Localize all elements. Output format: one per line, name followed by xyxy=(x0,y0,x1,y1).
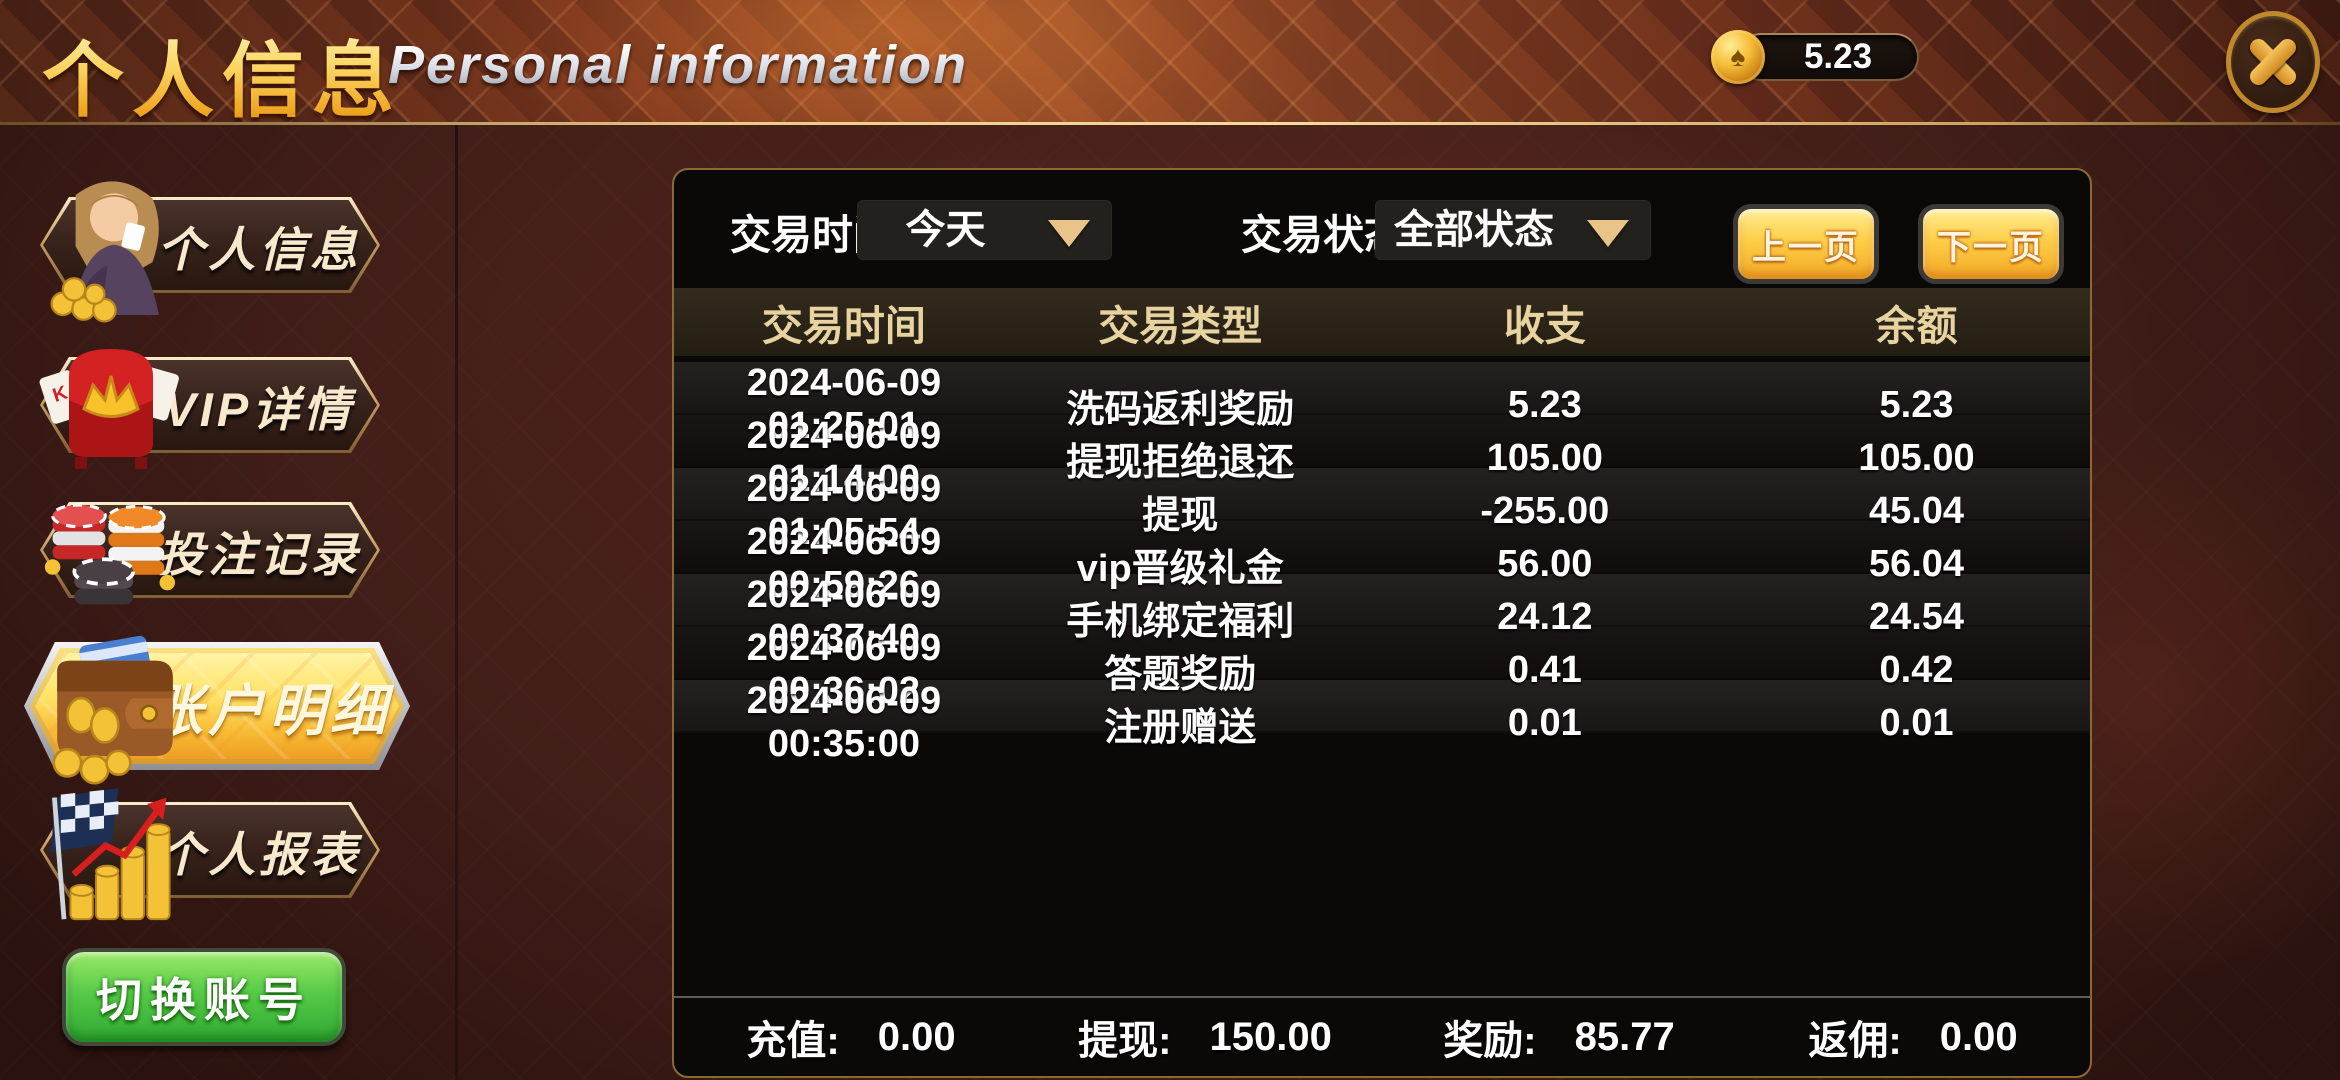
status-filter-value: 全部状态 xyxy=(1394,208,1554,252)
time-filter-dropdown[interactable]: 今天 xyxy=(857,200,1112,260)
summary-withdraw: 提现: 150.00 xyxy=(1078,1014,1332,1064)
transactions-panel: 交易时间 今天 交易状态 全部状态 上一页 下一页 交易时间 交易类型 收支 余… xyxy=(672,168,2092,1078)
close-button[interactable] xyxy=(2226,11,2320,113)
sidebar-item-bet-records[interactable]: 投注记录 xyxy=(40,502,380,605)
top-bar: 个人信息 Personal information 5.23 ♠ xyxy=(0,0,2340,127)
page-subtitle: Personal information xyxy=(388,35,969,95)
summary-recharge: 充值: 0.00 xyxy=(746,1014,956,1064)
sidebar-item-label: 账户明细 xyxy=(147,678,392,742)
sidebar-item-label: 个人信息 xyxy=(157,222,362,276)
status-filter-dropdown[interactable]: 全部状态 xyxy=(1375,200,1651,260)
next-page-label: 下一页 xyxy=(1937,228,2045,267)
balance-pill: 5.23 xyxy=(1737,33,1919,81)
sidebar-divider xyxy=(455,125,458,1080)
header-divider xyxy=(0,122,2340,127)
table-header: 交易时间 交易类型 收支 余额 xyxy=(674,288,2090,356)
next-page-button[interactable]: 下一页 xyxy=(1918,204,2064,284)
column-header-balance: 余额 xyxy=(1875,303,1958,349)
prev-page-label: 上一页 xyxy=(1752,228,1860,267)
table-row: 2024-06-09 00:35:00 注册赠送 0.01 0.01 xyxy=(674,680,2090,765)
chevron-down-icon xyxy=(1587,220,1629,247)
table-row: 2024-06-09 00:59:26 vip晋级礼金 56.00 56.04 xyxy=(674,521,2090,606)
table-row: 2024-06-09 01:05:54 提现 -255.00 45.04 xyxy=(674,468,2090,553)
column-header-time: 交易时间 xyxy=(761,303,926,349)
sidebar-item-account-details[interactable]: 账户明细 xyxy=(24,635,410,785)
sidebar-item-label: VIP详情 xyxy=(164,382,355,436)
sidebar-item-personal-report[interactable]: 个人报表 xyxy=(40,788,380,921)
table-body: 2024-06-09 01:25:01 洗码返利奖励 5.23 5.23 2024-… xyxy=(674,362,2090,765)
summary-rebate: 返佣: 0.00 xyxy=(1808,1014,2018,1064)
column-header-amount: 收支 xyxy=(1503,303,1586,349)
chevron-down-icon xyxy=(1048,220,1090,247)
table-row: 2024-06-09 00:37:40 手机绑定福利 24.12 24.54 xyxy=(674,574,2090,659)
summary-footer: 充值: 0.00 提现: 150.00 奖励: 85.77 返佣: 0.00 xyxy=(674,996,2090,1076)
page-title: 个人信息 xyxy=(42,14,402,133)
sidebar-item-label: 投注记录 xyxy=(157,527,362,581)
table-row: 2024-06-09 00:36:02 答题奖励 0.41 0.42 xyxy=(674,627,2090,712)
sidebar-item-vip-details[interactable]: VIP详情 K xyxy=(39,349,380,469)
table-row: 2024-06-09 01:14:00 提现拒绝退还 105.00 105.00 xyxy=(674,415,2090,500)
switch-account-label: 切换账号 xyxy=(96,974,312,1026)
balance-value: 5.23 xyxy=(1803,37,1873,76)
prev-page-button[interactable]: 上一页 xyxy=(1733,204,1879,284)
summary-reward: 奖励: 85.77 xyxy=(1443,1014,1675,1064)
column-header-type: 交易类型 xyxy=(1098,303,1263,349)
table-row: 2024-06-09 01:25:01 洗码返利奖励 5.23 5.23 xyxy=(674,362,2090,447)
switch-account-button[interactable]: 切换账号 xyxy=(62,948,346,1046)
sidebar-item-personal-info[interactable]: 个人信息 xyxy=(40,181,380,323)
coin-icon: ♠ xyxy=(1711,30,1765,84)
sidebar-item-label: 个人报表 xyxy=(157,827,362,881)
time-filter-value: 今天 xyxy=(905,208,986,252)
